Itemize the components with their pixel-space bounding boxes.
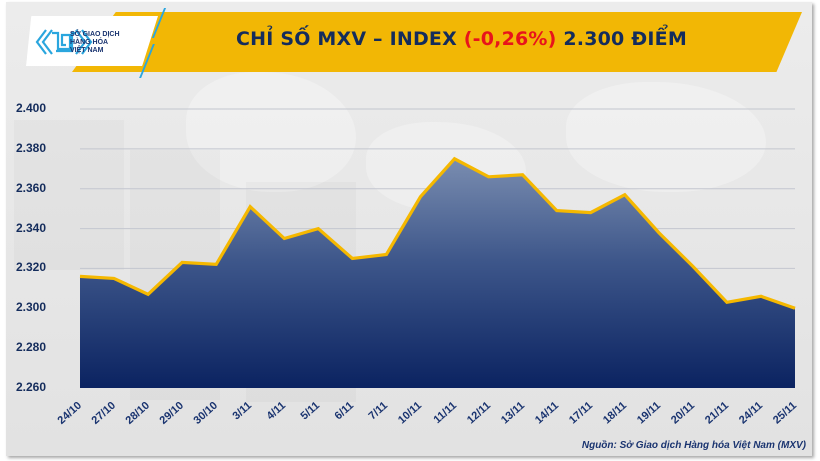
y-tick-label: 2.300 xyxy=(16,300,47,315)
page-title: CHỈ SỐ MXV – INDEX (-0,26%) 2.300 ĐIỂM xyxy=(236,28,687,50)
y-tick-label: 2.340 xyxy=(16,220,47,235)
world-map-decoration xyxy=(566,82,766,192)
y-tick-label: 2.380 xyxy=(16,140,47,155)
title-banner xyxy=(72,12,802,72)
logo-text-line: HÀNG HÓA xyxy=(70,39,109,46)
source-note: Nguồn: Sở Giao dịch Hàng hóa Việt Nam (M… xyxy=(581,440,806,451)
index-line xyxy=(79,156,796,310)
logo xyxy=(26,16,158,66)
y-tick-label: 2.360 xyxy=(16,180,47,195)
area-fill xyxy=(80,158,795,388)
logo-text: SỞ GIAO DỊCH HÀNG HÓA VIỆT NAM xyxy=(70,31,120,55)
title-prefix: CHỈ SỐ MXV – INDEX xyxy=(236,28,464,50)
y-tick-label: 2.400 xyxy=(16,101,47,115)
y-tick-label: 2.320 xyxy=(16,260,47,275)
y-tick-label: 2.260 xyxy=(16,380,47,394)
world-map-decoration xyxy=(186,72,356,192)
logo-text-line: SỞ GIAO DỊCH xyxy=(70,31,120,38)
title-change-percent: (-0,26%) xyxy=(463,28,557,50)
mxv-logo-icon xyxy=(35,29,93,55)
y-tick-label: 2.280 xyxy=(16,340,47,355)
title-index-value: 2.300 ĐIỂM xyxy=(556,28,687,50)
logo-text-line: VIỆT NAM xyxy=(70,47,104,54)
